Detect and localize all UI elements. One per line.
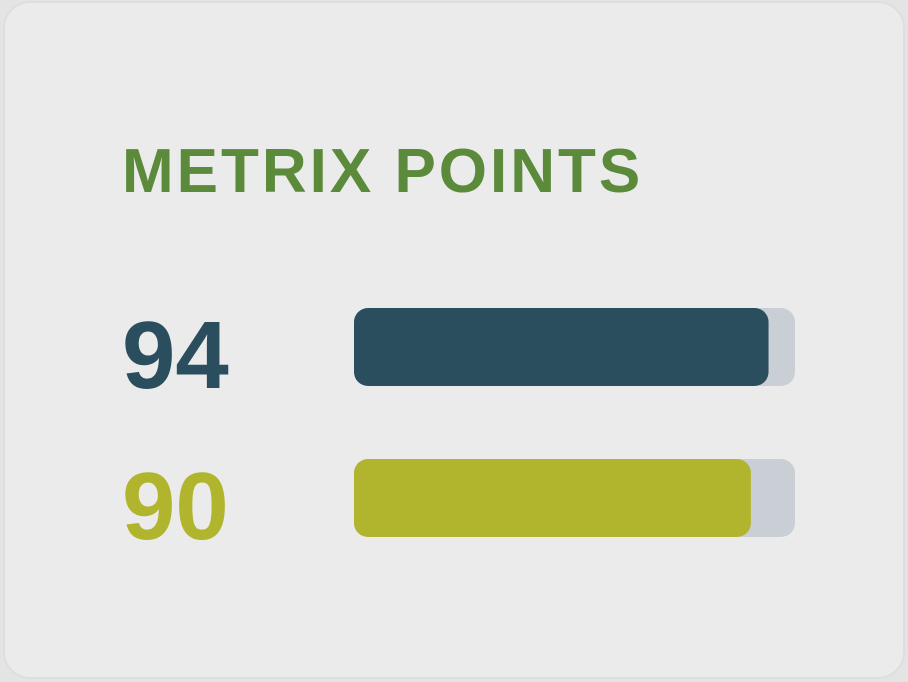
card-title: METRIX POINTS	[122, 137, 643, 206]
metric-value: 94	[122, 302, 229, 409]
bar	[354, 459, 751, 537]
metric-value: 90	[122, 453, 229, 560]
bar	[354, 308, 769, 386]
